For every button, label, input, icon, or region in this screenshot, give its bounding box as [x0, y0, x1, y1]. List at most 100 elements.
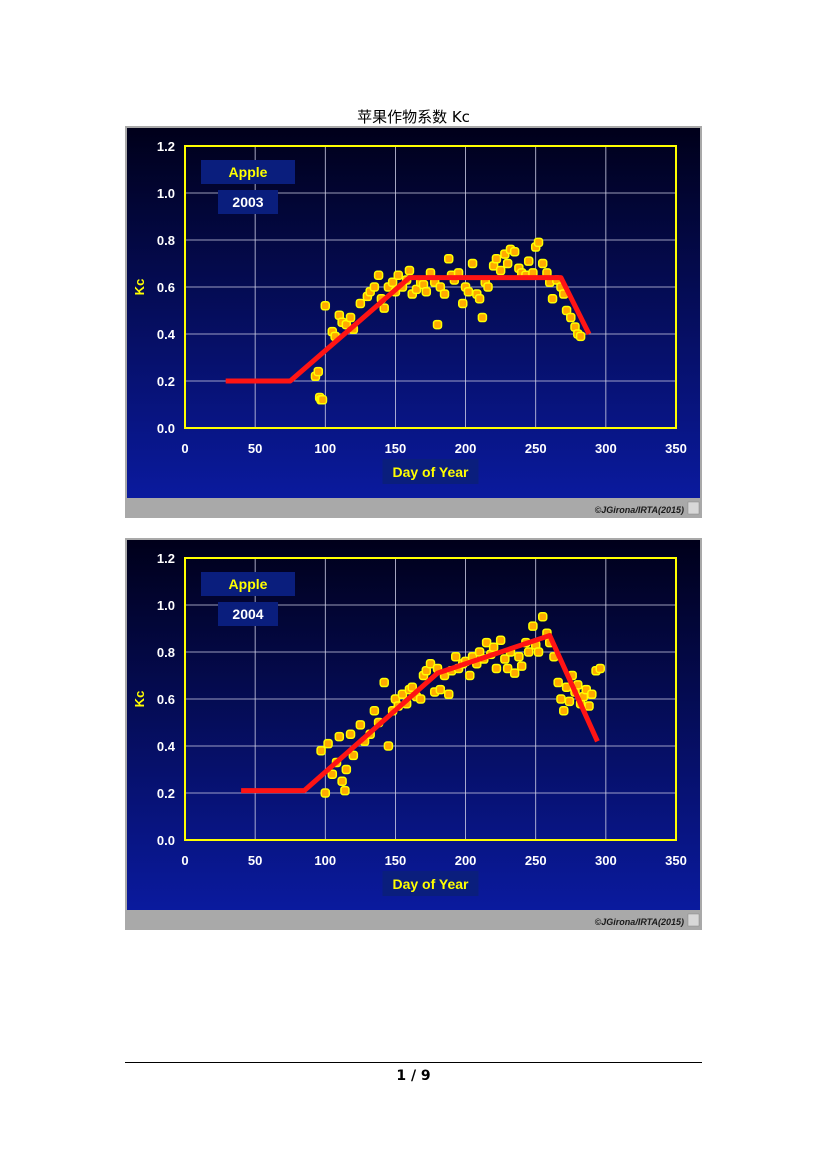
x-axis-label: Day of Year: [392, 876, 469, 892]
y-tick-label: 0.2: [157, 786, 175, 801]
data-point: [451, 651, 461, 662]
data-point: [383, 741, 394, 751]
data-point: [528, 621, 538, 631]
data-point: [481, 637, 492, 648]
footer-bar: [125, 498, 702, 518]
document-title: 苹果作物系数 Kc: [357, 108, 470, 126]
data-point: [533, 647, 544, 657]
data-point: [564, 696, 575, 707]
data-point: [425, 659, 436, 669]
data-point: [369, 706, 380, 716]
kc-curve-line: [225, 275, 592, 384]
data-point: [465, 670, 475, 681]
observed-kc-points: [316, 612, 605, 798]
data-point: [595, 663, 605, 674]
data-point: [432, 319, 443, 330]
x-axis-label: Day of Year: [392, 464, 469, 480]
data-point: [443, 689, 454, 700]
copyright-text: ©JGirona/IRTA(2015): [595, 505, 684, 515]
x-tick-label: 50: [248, 853, 262, 868]
label-crop: Apple: [229, 576, 268, 592]
data-point: [327, 769, 338, 779]
x-tick-labels: 0 50 100 150 200 250 300 350: [181, 853, 686, 868]
y-tick-label: 0.0: [157, 833, 175, 848]
chart-slide-2003: Apple 2003 0 50 100 150 200 250 300 350 0.0 0.2 0.4 0…: [125, 126, 702, 518]
data-point: [397, 689, 408, 700]
x-tick-label: 250: [525, 853, 547, 868]
data-point: [458, 298, 468, 309]
chart-background: [127, 128, 700, 498]
data-point: [313, 366, 324, 377]
y-tick-label: 1.0: [157, 186, 175, 201]
y-tick-label: 0.6: [157, 692, 175, 707]
x-tick-label: 200: [455, 441, 477, 456]
y-tick-labels: 0.0 0.2 0.4 0.6 0.8 1.0 1.2: [157, 139, 176, 436]
x-tick-label: 150: [385, 441, 407, 456]
data-point: [516, 661, 527, 671]
data-point: [575, 331, 586, 342]
x-tick-label: 50: [248, 441, 262, 456]
x-tick-label: 100: [314, 853, 336, 868]
data-point: [443, 254, 454, 264]
data-point: [316, 745, 326, 756]
observed-kc-points: [310, 237, 586, 405]
data-point: [553, 677, 563, 688]
data-point: [341, 764, 352, 775]
x-tick-label: 250: [525, 441, 547, 456]
data-point: [556, 694, 566, 704]
label-box-crop: [201, 572, 295, 596]
x-tick-label: 100: [314, 441, 336, 456]
x-tick-label: 350: [665, 853, 687, 868]
data-point: [334, 731, 345, 742]
data-point: [407, 682, 418, 692]
x-tick-labels: 0 50 100 150 200 250 300 350: [181, 441, 686, 456]
data-point: [559, 706, 569, 716]
data-point: [387, 277, 398, 288]
data-point: [393, 270, 403, 280]
y-tick-label: 0.2: [157, 374, 175, 389]
y-axis-label: Kc: [132, 279, 147, 296]
y-tick-label: 0.8: [157, 233, 175, 248]
plot-frame: [184, 145, 677, 429]
x-tick-label: 200: [455, 853, 477, 868]
label-box-crop: [201, 160, 295, 184]
data-point: [537, 258, 548, 269]
y-tick-label: 1.0: [157, 598, 175, 613]
data-point: [523, 256, 534, 266]
data-point: [502, 663, 513, 674]
data-point: [379, 677, 389, 688]
data-point: [379, 303, 389, 313]
data-point: [533, 237, 544, 248]
data-point: [488, 642, 499, 653]
chart-background: [127, 540, 700, 910]
x-axis-label-box: [382, 871, 479, 896]
logo-icon: [687, 501, 700, 515]
x-tick-label: 0: [181, 853, 188, 868]
data-point: [500, 654, 510, 664]
label-year: 2003: [232, 194, 263, 210]
data-point: [439, 289, 450, 299]
data-point: [566, 312, 576, 323]
data-point: [514, 651, 524, 662]
label-crop: Apple: [229, 164, 268, 180]
data-point: [404, 265, 415, 276]
kc-curve-line: [241, 633, 600, 794]
y-tick-label: 0.6: [157, 280, 175, 295]
data-point: [348, 750, 359, 761]
label-box-year: [218, 602, 278, 626]
data-point: [421, 286, 432, 297]
x-tick-label: 300: [595, 853, 617, 868]
y-tick-label: 0.4: [157, 327, 176, 342]
data-point: [509, 247, 520, 257]
x-tick-label: 0: [181, 441, 188, 456]
data-point: [523, 647, 534, 657]
data-point: [495, 635, 506, 645]
data-point: [355, 298, 366, 309]
data-point: [483, 282, 493, 292]
data-point: [337, 776, 347, 786]
data-point: [323, 738, 333, 749]
data-point: [584, 701, 594, 711]
data-point: [491, 254, 502, 264]
y-tick-label: 1.2: [157, 551, 175, 566]
